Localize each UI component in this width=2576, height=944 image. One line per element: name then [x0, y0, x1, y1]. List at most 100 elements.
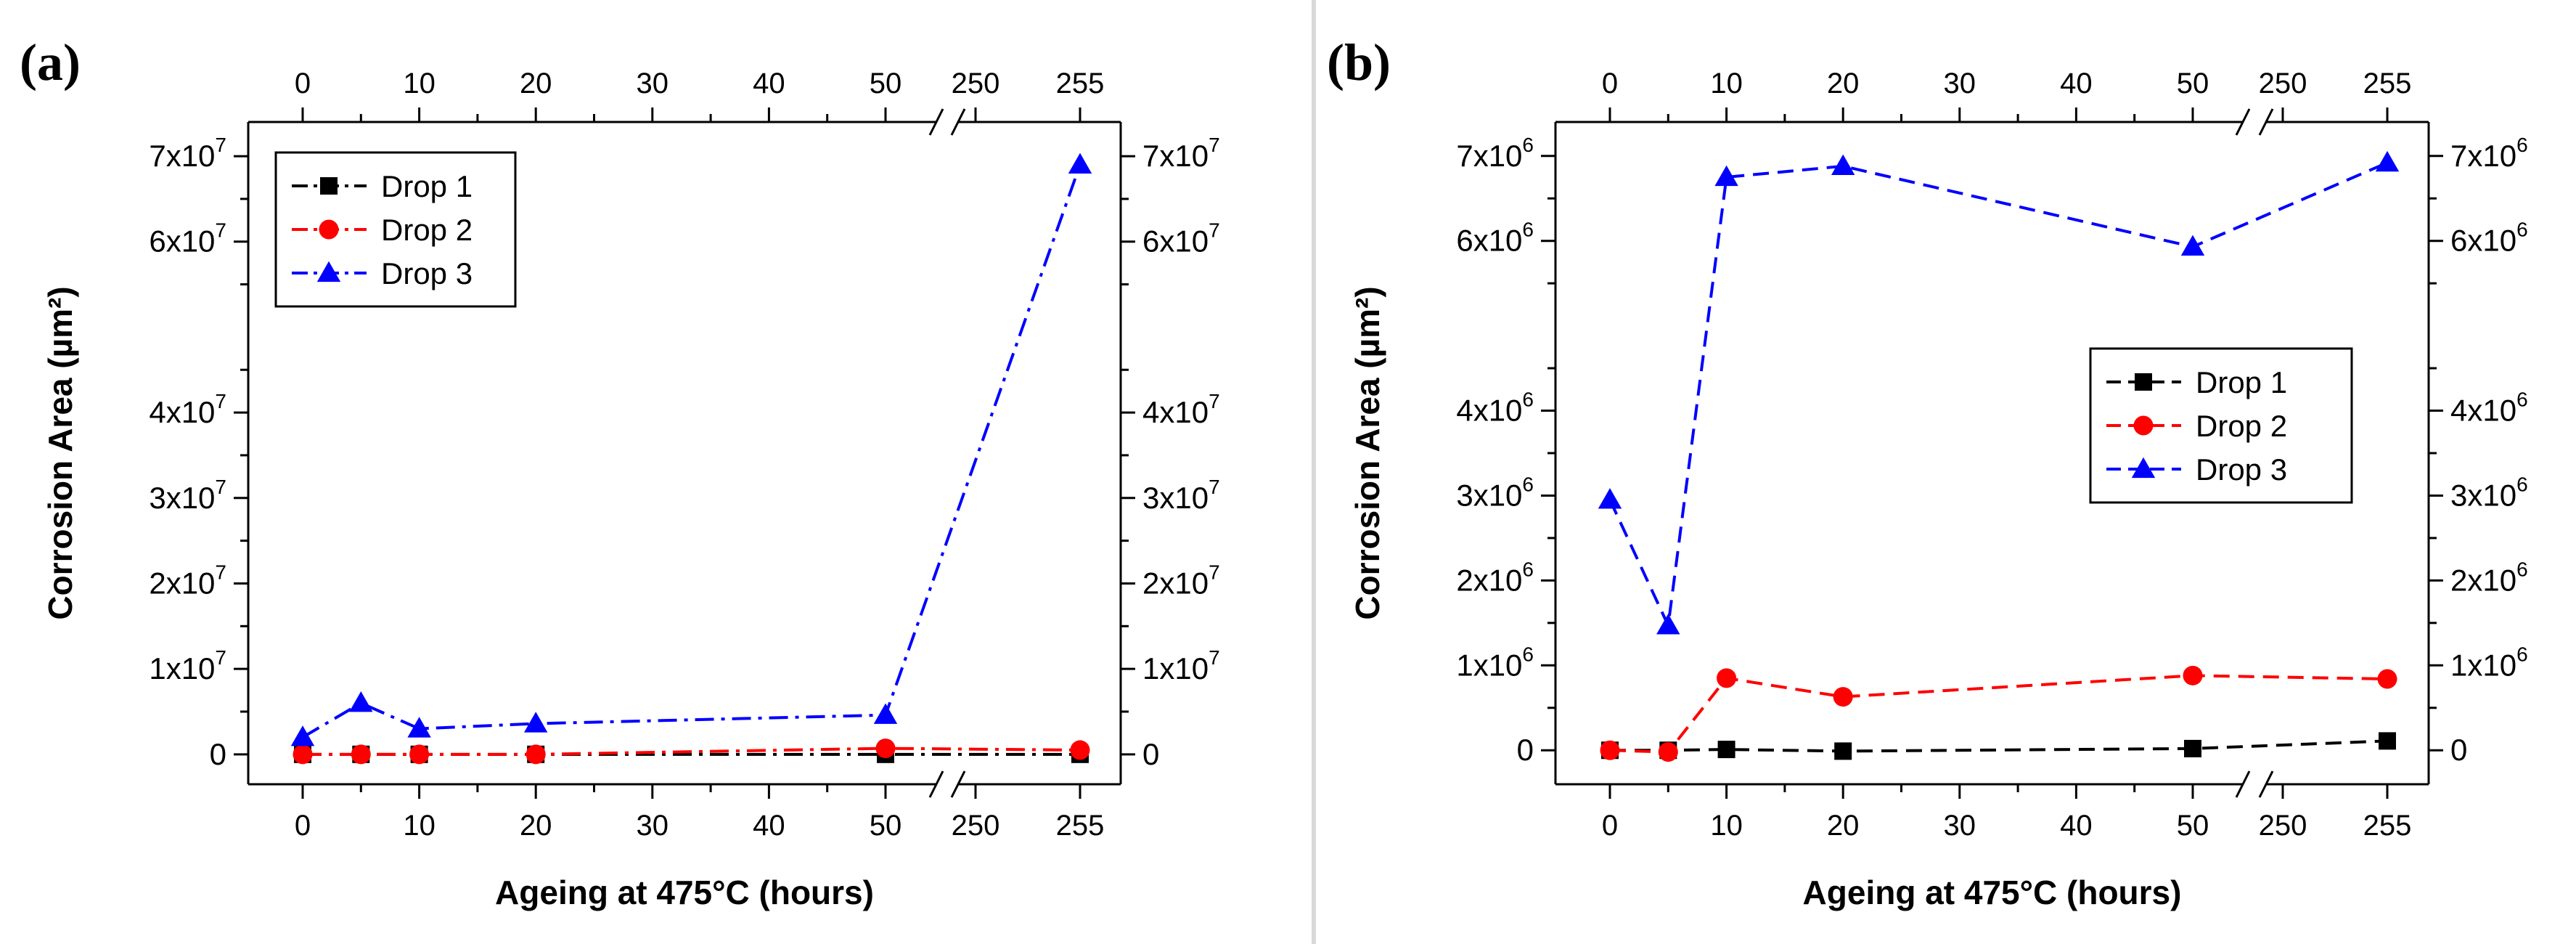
y-tick-label: 1x106	[1456, 643, 1534, 682]
x-tick-label-top: 40	[753, 68, 785, 99]
x-tick-label-top: 40	[2060, 68, 2093, 99]
y-tick-exponent: 6	[1522, 134, 1534, 156]
x-tick-label: 255	[2363, 810, 2412, 842]
y-tick-label: 7x106	[1456, 134, 1534, 173]
x-tick-label-top: 50	[2177, 68, 2209, 99]
axis-break-mark	[950, 108, 966, 136]
y-tick-label-right: 4x106	[2450, 388, 2528, 428]
y-tick-label-right: 0	[1142, 737, 1159, 771]
y-tick-label: 6x106	[1456, 219, 1534, 258]
x-tick-label: 0	[295, 810, 311, 842]
chart-panel-a: 0 0 10 10 20 20 30 30 40 40 50 50 250 250 255 255 0 0 1x10…	[20, 33, 1220, 911]
data-point-drop-2	[1717, 668, 1737, 688]
data-point-drop-1	[1717, 741, 1735, 759]
y-tick-exponent: 7	[215, 390, 226, 412]
y-tick-exponent: 7	[215, 134, 226, 156]
x-tick-label: 255	[1056, 810, 1105, 842]
data-point-drop-3	[407, 717, 431, 738]
x-tick-label: 40	[2060, 810, 2093, 842]
series-line-1	[1610, 739, 2388, 753]
y-tick-exponent: 7	[215, 646, 226, 669]
series-line-3	[1608, 161, 2388, 631]
y-tick-label-right: 7x106	[2450, 134, 2528, 173]
legend-label: Drop 1	[2196, 365, 2287, 399]
y-tick-label-right: 4x107	[1142, 390, 1220, 429]
y-tick-mantissa: 3x10	[1456, 478, 1522, 512]
legend-label: Drop 1	[381, 169, 473, 203]
y-tick-exponent: 6	[2516, 388, 2528, 411]
data-point-drop-2	[1070, 740, 1090, 760]
y-tick-label-right: 1x107	[1142, 646, 1220, 685]
axis-break-mark	[950, 770, 966, 798]
x-tick-label: 50	[870, 810, 902, 842]
y-tick-exponent: 6	[2516, 558, 2528, 580]
chart-panel-b: 0 0 10 10 20 20 30 30 40 40 50 50 250 250 255 255 0 0 1x10…	[1327, 33, 2528, 911]
y-tick-mantissa: 3x10	[2450, 478, 2516, 512]
legend-label: Drop 3	[2196, 452, 2287, 487]
data-point-drop-1	[2379, 732, 2396, 750]
y-tick-label: 6x107	[149, 219, 226, 259]
data-point-drop-2	[1833, 687, 1853, 707]
data-point-drop-2	[2183, 665, 2203, 685]
y-tick-exponent: 7	[1209, 561, 1220, 583]
y-tick-exponent: 7	[215, 561, 226, 583]
x-tick-label: 250	[2259, 810, 2307, 842]
y-tick-label: 1x107	[149, 646, 226, 685]
x-tick-label-top: 255	[2363, 68, 2412, 99]
y-tick-mantissa: 3x10	[149, 481, 215, 515]
y-tick-label: 4x107	[149, 390, 226, 429]
y-tick-mantissa: 0	[2450, 733, 2467, 767]
x-tick-label: 20	[1827, 810, 1860, 842]
axis-break-mark	[928, 108, 944, 136]
y-tick-exponent: 7	[1209, 646, 1220, 669]
series-line-3	[301, 164, 1081, 739]
data-point-drop-3	[1598, 488, 1622, 509]
y-tick-label-right: 6x106	[2450, 219, 2528, 258]
x-tick-label: 20	[520, 810, 552, 842]
data-point-drop-1	[1834, 742, 1852, 760]
y-tick-exponent: 6	[1522, 643, 1534, 665]
data-point-drop-2	[409, 744, 430, 765]
axis-break-mark	[928, 770, 944, 798]
y-tick-exponent: 6	[1522, 388, 1534, 411]
data-point-drop-2	[875, 738, 896, 759]
y-tick-mantissa: 4x10	[1142, 395, 1209, 429]
y-tick-exponent: 6	[2516, 219, 2528, 241]
y-tick-label: 3x106	[1456, 473, 1534, 512]
y-tick-label: 3x107	[149, 476, 226, 515]
y-tick-mantissa: 2x10	[149, 566, 215, 600]
legend-marker	[319, 219, 339, 240]
y-tick-mantissa: 1x10	[2450, 648, 2516, 682]
y-tick-exponent: 6	[1522, 558, 1534, 580]
panel-label: (b)	[1327, 33, 1391, 91]
y-tick-label: 0	[210, 737, 226, 771]
legend-label: Drop 2	[381, 213, 473, 247]
legend-marker	[316, 261, 341, 282]
legend-label: Drop 2	[2196, 409, 2287, 443]
y-tick-mantissa: 4x10	[1456, 394, 1522, 428]
y-tick-mantissa: 6x10	[1456, 224, 1522, 258]
data-point-drop-3	[1831, 154, 1855, 175]
x-tick-label: 10	[403, 810, 436, 842]
x-tick-label: 30	[1944, 810, 1976, 842]
x-tick-label: 40	[753, 810, 785, 842]
y-tick-mantissa: 3x10	[1142, 481, 1209, 515]
y-tick-mantissa: 2x10	[1456, 563, 1522, 597]
y-tick-mantissa: 0	[210, 737, 226, 771]
y-tick-mantissa: 0	[1517, 733, 1534, 767]
data-point-drop-3	[873, 703, 898, 724]
y-tick-mantissa: 7x10	[1456, 139, 1522, 173]
y-tick-label-right: 6x107	[1142, 219, 1220, 259]
x-tick-label-top: 10	[1710, 68, 1743, 99]
y-tick-mantissa: 7x10	[149, 139, 215, 173]
axis-break-mark	[2258, 770, 2274, 798]
y-tick-exponent: 7	[1209, 476, 1220, 498]
y-tick-label: 2x107	[149, 561, 226, 600]
y-tick-mantissa: 6x10	[2450, 224, 2516, 258]
data-point-drop-3	[349, 691, 373, 712]
x-tick-label: 30	[637, 810, 669, 842]
y-tick-label-right: 1x106	[2450, 643, 2528, 682]
y-tick-label-right: 3x106	[2450, 473, 2528, 512]
legend-marker	[2131, 457, 2156, 479]
x-tick-label-top: 30	[637, 68, 669, 99]
